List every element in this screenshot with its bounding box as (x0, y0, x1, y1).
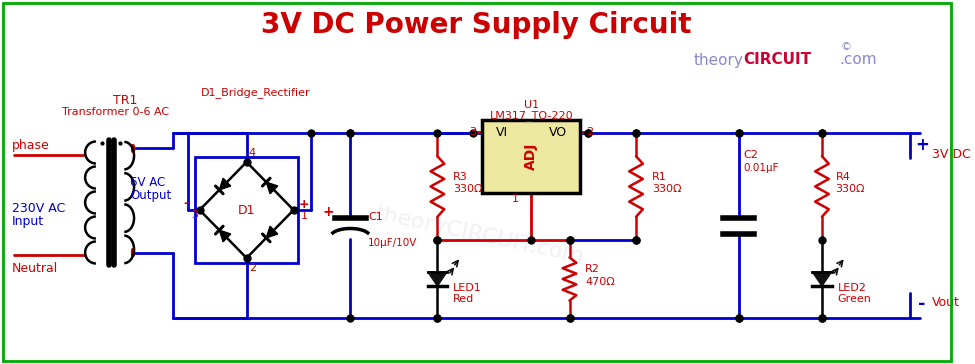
Text: VI: VI (496, 126, 508, 138)
Text: LED1: LED1 (453, 283, 482, 293)
Text: 4: 4 (249, 148, 256, 158)
Text: 3V DC: 3V DC (931, 149, 970, 162)
Polygon shape (428, 272, 447, 286)
Text: theoryCIRCUIT.com: theoryCIRCUIT.com (373, 203, 586, 267)
Text: R2: R2 (585, 264, 600, 274)
Text: R3: R3 (453, 171, 468, 182)
FancyBboxPatch shape (483, 120, 580, 193)
Polygon shape (266, 182, 278, 194)
Text: Neutral: Neutral (12, 261, 58, 274)
Text: theory: theory (694, 52, 744, 67)
Text: 0.01μF: 0.01μF (744, 163, 779, 173)
Text: 2: 2 (587, 127, 594, 137)
Text: 330Ω: 330Ω (836, 185, 865, 194)
Text: D1: D1 (238, 203, 255, 217)
Text: 1: 1 (301, 211, 308, 221)
Text: 2: 2 (249, 263, 256, 273)
Text: +: + (915, 136, 929, 154)
Text: 330Ω: 330Ω (651, 185, 682, 194)
Text: Green: Green (838, 293, 872, 304)
Text: Red: Red (453, 293, 474, 304)
Text: U1: U1 (524, 100, 539, 110)
Text: Input: Input (12, 214, 44, 228)
Text: Vout: Vout (931, 296, 959, 309)
Text: 3V DC Power Supply Circuit: 3V DC Power Supply Circuit (261, 11, 692, 39)
Text: C1: C1 (368, 213, 382, 222)
Text: 3: 3 (469, 127, 476, 137)
Text: .com: .com (839, 52, 878, 67)
Text: R4: R4 (836, 171, 850, 182)
Text: 330Ω: 330Ω (453, 185, 483, 194)
Text: phase: phase (12, 138, 50, 151)
Text: D1_Bridge_Rectifier: D1_Bridge_Rectifier (201, 88, 310, 98)
Text: ADJ: ADJ (525, 143, 538, 170)
Polygon shape (219, 178, 231, 190)
Text: 230V AC: 230V AC (12, 202, 65, 214)
Text: LED2: LED2 (838, 283, 867, 293)
Text: ©: © (840, 42, 852, 52)
Text: CIRCUIT: CIRCUIT (744, 52, 812, 67)
Text: Output: Output (130, 189, 172, 202)
Text: +: + (299, 198, 310, 210)
Text: VO: VO (549, 126, 566, 138)
Text: 1: 1 (512, 194, 520, 204)
Text: +: + (323, 206, 334, 219)
Text: 470Ω: 470Ω (585, 277, 615, 287)
Polygon shape (219, 230, 231, 242)
Text: LM317_TO-220: LM317_TO-220 (489, 111, 573, 122)
Text: 6V AC: 6V AC (130, 177, 166, 190)
Text: C2: C2 (744, 150, 759, 160)
Text: R1: R1 (651, 171, 667, 182)
Polygon shape (812, 272, 832, 286)
Text: TR1: TR1 (113, 94, 137, 107)
Polygon shape (266, 226, 278, 238)
Text: 3: 3 (191, 210, 198, 220)
Text: -: - (183, 198, 188, 210)
Text: 10μF/10V: 10μF/10V (368, 238, 417, 249)
Text: Transformer 0-6 AC: Transformer 0-6 AC (61, 107, 169, 117)
Text: -: - (918, 295, 925, 313)
